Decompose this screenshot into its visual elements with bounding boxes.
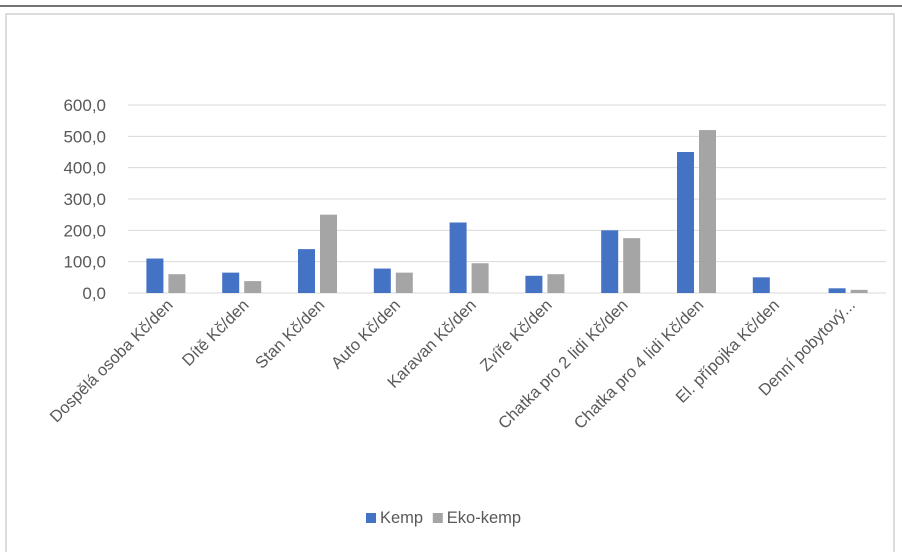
bar-kemp: [752, 277, 770, 293]
bar-kemp: [828, 288, 846, 293]
y-tick-label: 200,0: [63, 221, 106, 240]
y-tick-label: 400,0: [63, 159, 106, 178]
bar-eko-kemp: [168, 274, 186, 293]
bar-kemp: [222, 272, 240, 293]
bar-eko-kemp: [623, 238, 641, 293]
y-tick-label: 100,0: [63, 253, 106, 272]
legend-label: Kemp: [380, 509, 423, 527]
bar-kemp: [449, 222, 467, 293]
y-tick-label: 0,0: [82, 284, 106, 303]
legend-swatch: [366, 513, 376, 523]
bar-kemp: [146, 258, 164, 293]
bar-eko-kemp: [850, 289, 868, 293]
legend: Kemp Eko-kemp: [366, 509, 521, 527]
bar-kemp: [677, 152, 694, 293]
bar-kemp: [525, 275, 543, 293]
bar-kemp: [601, 230, 619, 293]
bar-kemp: [298, 249, 315, 293]
y-tick-label: 500,0: [63, 127, 106, 146]
bar-eko-kemp: [395, 272, 413, 293]
legend-label: Eko-kemp: [447, 509, 521, 527]
bar-kemp: [373, 268, 391, 293]
y-tick-label: 600,0: [63, 96, 106, 115]
bar-eko-kemp: [699, 130, 716, 293]
bars: [146, 130, 868, 293]
bar-eko-kemp: [244, 281, 262, 293]
bar-eko-kemp: [547, 274, 565, 293]
y-axis-labels: 0,0 100,0 200,0 300,0 400,0 500,0 600,0: [63, 96, 106, 303]
bar-eko-kemp: [471, 263, 489, 293]
legend-swatch: [432, 513, 443, 523]
y-tick-label: 300,0: [63, 190, 106, 209]
bar-eko-kemp: [320, 214, 337, 293]
